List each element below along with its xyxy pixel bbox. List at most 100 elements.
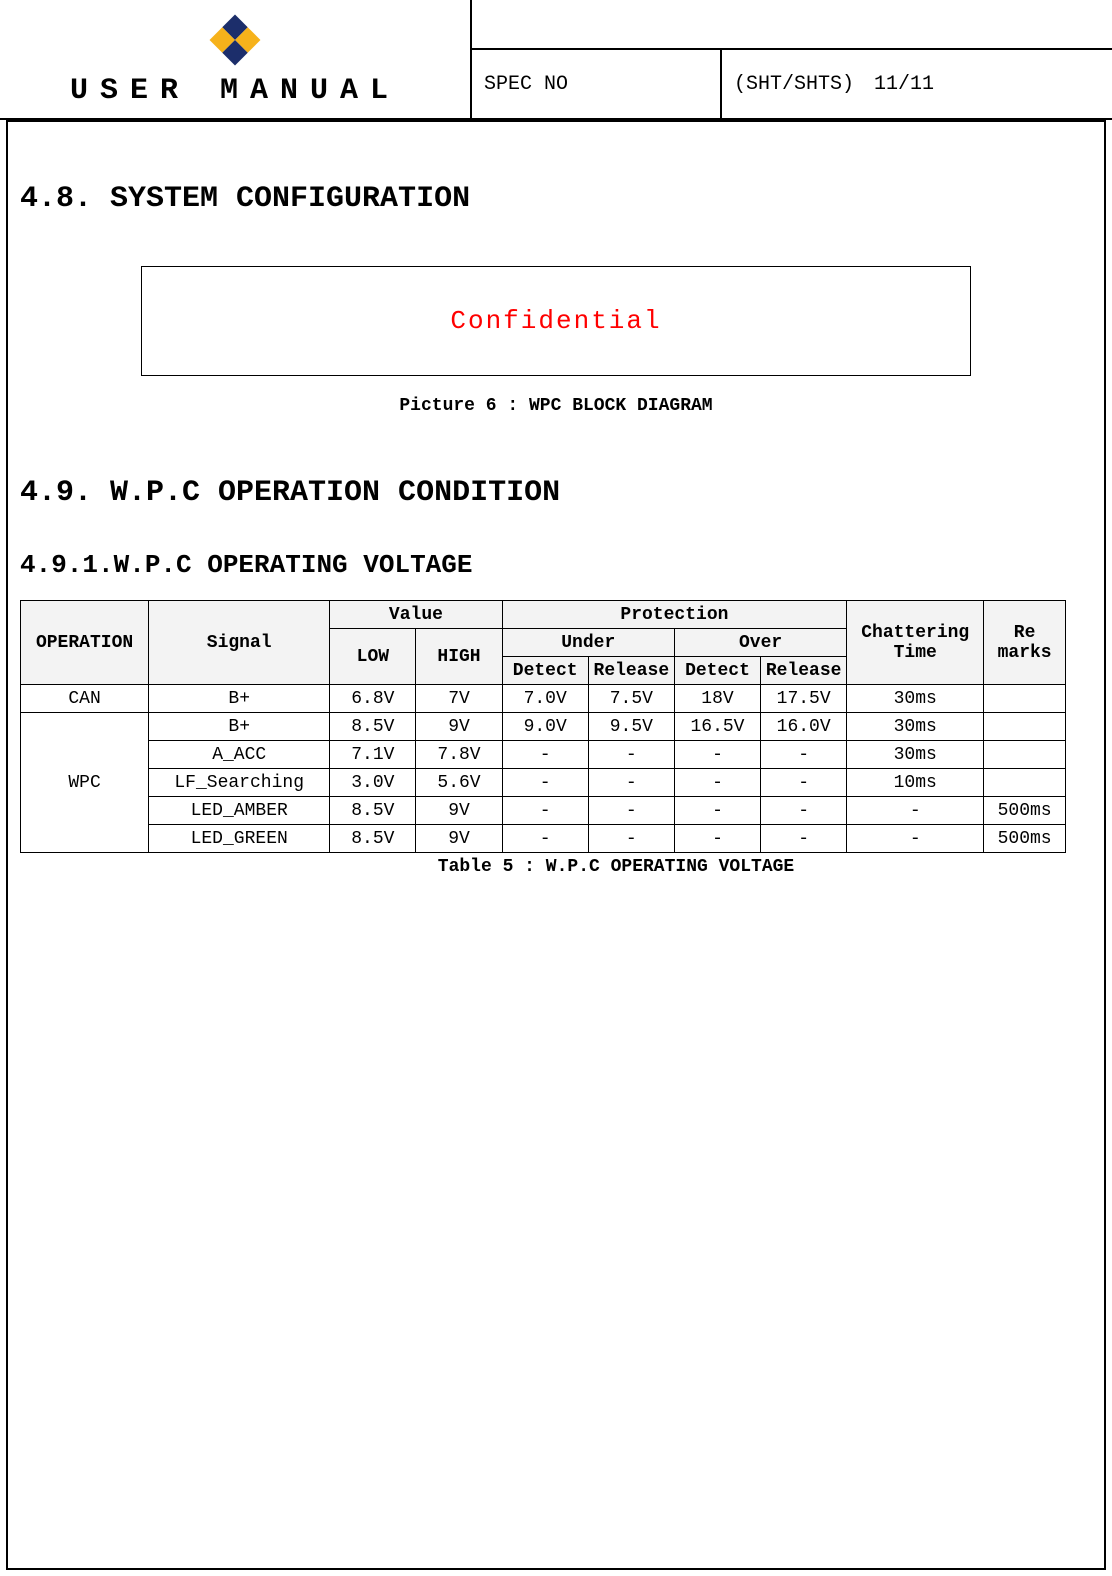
cell-chat: - bbox=[847, 825, 984, 853]
cell-high: 7.8V bbox=[416, 741, 502, 769]
th-protection: Protection bbox=[502, 601, 847, 629]
th-over: Over bbox=[674, 629, 846, 657]
company-logo-icon bbox=[207, 12, 263, 68]
heading-4-8: 4.8. SYSTEM CONFIGURATION bbox=[20, 182, 1092, 216]
header-left: USER MANUAL bbox=[0, 0, 470, 118]
cell-od: 16.5V bbox=[674, 713, 760, 741]
doc-header: USER MANUAL SPEC NO (SHT/SHTS) 11/11 bbox=[0, 0, 1112, 120]
cell-ur: - bbox=[588, 797, 674, 825]
cell-sig: LF_Searching bbox=[149, 769, 330, 797]
cell-rem: 500ms bbox=[984, 797, 1066, 825]
cell-chat: 30ms bbox=[847, 741, 984, 769]
cell-chat: 10ms bbox=[847, 769, 984, 797]
table-header-row-1: OPERATION Signal Value Protection Chatte… bbox=[21, 601, 1066, 629]
th-operation: OPERATION bbox=[21, 601, 149, 685]
cell-ud: 9.0V bbox=[502, 713, 588, 741]
th-signal: Signal bbox=[149, 601, 330, 685]
cell-or: - bbox=[761, 769, 847, 797]
cell-high: 5.6V bbox=[416, 769, 502, 797]
table-row: WPC B+ 8.5V 9V 9.0V 9.5V 16.5V 16.0V 30m… bbox=[21, 713, 1066, 741]
cell-low: 8.5V bbox=[330, 713, 416, 741]
block-diagram-placeholder: Confidential bbox=[141, 266, 971, 376]
cell-ur: 7.5V bbox=[588, 685, 674, 713]
table-row: LED_GREEN 8.5V 9V - - - - - 500ms bbox=[21, 825, 1066, 853]
cell-ud: - bbox=[502, 797, 588, 825]
cell-ud: - bbox=[502, 741, 588, 769]
cell-rem: 500ms bbox=[984, 825, 1066, 853]
cell-ud: - bbox=[502, 825, 588, 853]
cell-od: - bbox=[674, 769, 760, 797]
doc-title: USER MANUAL bbox=[70, 74, 400, 108]
cell-sig: LED_AMBER bbox=[149, 797, 330, 825]
cell-high: 9V bbox=[416, 797, 502, 825]
cell-or: - bbox=[761, 797, 847, 825]
sheet-info: (SHT/SHTS) 11/11 bbox=[722, 50, 1112, 118]
cell-ud: - bbox=[502, 769, 588, 797]
header-info-row: SPEC NO (SHT/SHTS) 11/11 bbox=[472, 48, 1112, 118]
cell-or: 16.0V bbox=[761, 713, 847, 741]
cell-od: - bbox=[674, 797, 760, 825]
cell-ur: - bbox=[588, 825, 674, 853]
cell-low: 8.5V bbox=[330, 825, 416, 853]
th-high: HIGH bbox=[416, 629, 502, 685]
table-row: CAN B+ 6.8V 7V 7.0V 7.5V 18V 17.5V 30ms bbox=[21, 685, 1066, 713]
heading-4-9-1: 4.9.1.W.P.C OPERATING VOLTAGE bbox=[20, 550, 1092, 580]
cell-od: - bbox=[674, 741, 760, 769]
cell-low: 3.0V bbox=[330, 769, 416, 797]
page-body: 4.8. SYSTEM CONFIGURATION Confidential P… bbox=[6, 120, 1106, 1570]
spec-no-label: SPEC NO bbox=[472, 50, 722, 118]
cell-ur: - bbox=[588, 741, 674, 769]
cell-rem bbox=[984, 713, 1066, 741]
cell-rem bbox=[984, 769, 1066, 797]
cell-op: WPC bbox=[21, 713, 149, 853]
sht-value: 11/11 bbox=[874, 73, 934, 96]
table-row: A_ACC 7.1V 7.8V - - - - 30ms bbox=[21, 741, 1066, 769]
cell-rem bbox=[984, 741, 1066, 769]
cell-chat: 30ms bbox=[847, 685, 984, 713]
th-remarks: Re marks bbox=[984, 601, 1066, 685]
table-body: CAN B+ 6.8V 7V 7.0V 7.5V 18V 17.5V 30ms … bbox=[21, 685, 1066, 853]
cell-rem bbox=[984, 685, 1066, 713]
cell-ur: - bbox=[588, 769, 674, 797]
cell-low: 6.8V bbox=[330, 685, 416, 713]
cell-op: CAN bbox=[21, 685, 149, 713]
cell-low: 8.5V bbox=[330, 797, 416, 825]
table-header: OPERATION Signal Value Protection Chatte… bbox=[21, 601, 1066, 685]
cell-or: - bbox=[761, 741, 847, 769]
cell-high: 7V bbox=[416, 685, 502, 713]
cell-chat: 30ms bbox=[847, 713, 984, 741]
cell-high: 9V bbox=[416, 713, 502, 741]
table-row: LF_Searching 3.0V 5.6V - - - - 10ms bbox=[21, 769, 1066, 797]
th-under: Under bbox=[502, 629, 674, 657]
cell-sig: LED_GREEN bbox=[149, 825, 330, 853]
th-under-release: Release bbox=[588, 657, 674, 685]
heading-4-9: 4.9. W.P.C OPERATION CONDITION bbox=[20, 476, 1092, 510]
table-row: LED_AMBER 8.5V 9V - - - - - 500ms bbox=[21, 797, 1066, 825]
sht-label: (SHT/SHTS) bbox=[734, 73, 854, 96]
table-5-operating-voltage: OPERATION Signal Value Protection Chatte… bbox=[20, 600, 1066, 853]
th-over-release: Release bbox=[761, 657, 847, 685]
th-value: Value bbox=[330, 601, 502, 629]
cell-chat: - bbox=[847, 797, 984, 825]
th-over-detect: Detect bbox=[674, 657, 760, 685]
confidential-label: Confidential bbox=[450, 306, 661, 336]
cell-od: - bbox=[674, 825, 760, 853]
th-low: LOW bbox=[330, 629, 416, 685]
picture-6-caption: Picture 6 : WPC BLOCK DIAGRAM bbox=[20, 396, 1092, 416]
cell-ud: 7.0V bbox=[502, 685, 588, 713]
header-right: SPEC NO (SHT/SHTS) 11/11 bbox=[470, 0, 1112, 118]
cell-or: - bbox=[761, 825, 847, 853]
cell-sig: B+ bbox=[149, 713, 330, 741]
cell-ur: 9.5V bbox=[588, 713, 674, 741]
cell-low: 7.1V bbox=[330, 741, 416, 769]
page: USER MANUAL SPEC NO (SHT/SHTS) 11/11 4.8… bbox=[0, 0, 1112, 1576]
cell-or: 17.5V bbox=[761, 685, 847, 713]
table-5-caption: Table 5 : W.P.C OPERATING VOLTAGE bbox=[140, 857, 1092, 877]
cell-sig: A_ACC bbox=[149, 741, 330, 769]
cell-sig: B+ bbox=[149, 685, 330, 713]
cell-high: 9V bbox=[416, 825, 502, 853]
th-under-detect: Detect bbox=[502, 657, 588, 685]
cell-od: 18V bbox=[674, 685, 760, 713]
header-blank-row bbox=[472, 0, 1112, 48]
th-chattering: Chattering Time bbox=[847, 601, 984, 685]
